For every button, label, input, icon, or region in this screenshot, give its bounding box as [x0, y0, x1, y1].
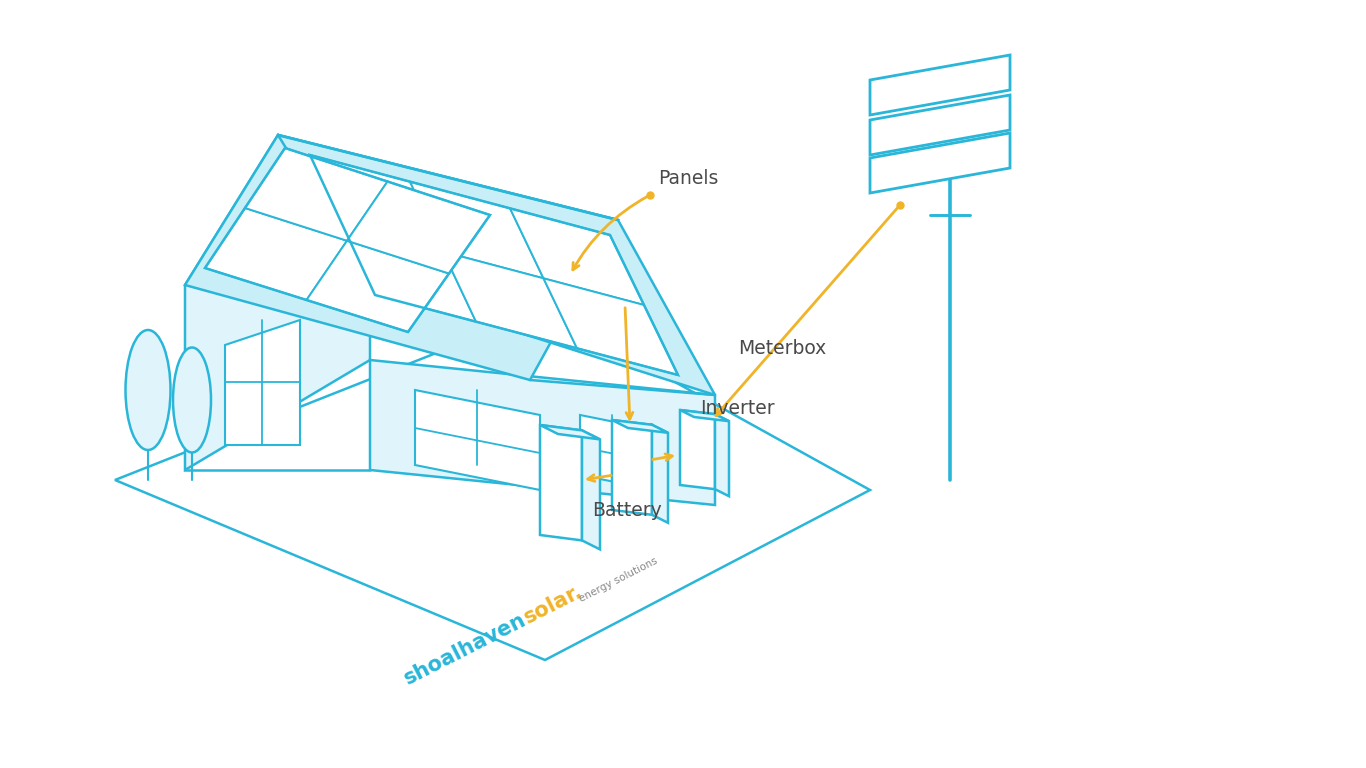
Text: Battery: Battery	[591, 501, 661, 519]
Text: solar.: solar.	[520, 581, 586, 628]
Polygon shape	[540, 425, 582, 541]
Polygon shape	[870, 55, 1009, 115]
Polygon shape	[279, 135, 714, 395]
Polygon shape	[343, 225, 475, 322]
Polygon shape	[870, 133, 1009, 193]
Polygon shape	[652, 425, 668, 523]
Ellipse shape	[173, 347, 210, 452]
Polygon shape	[612, 420, 652, 515]
Ellipse shape	[126, 330, 171, 450]
Polygon shape	[680, 410, 729, 421]
Polygon shape	[510, 208, 643, 305]
Polygon shape	[540, 425, 600, 439]
Polygon shape	[184, 135, 617, 380]
Polygon shape	[714, 414, 729, 496]
Polygon shape	[410, 182, 544, 278]
Polygon shape	[370, 360, 714, 505]
Polygon shape	[544, 278, 678, 375]
Polygon shape	[443, 252, 576, 349]
Polygon shape	[347, 181, 490, 273]
Polygon shape	[870, 95, 1009, 155]
Polygon shape	[225, 320, 301, 445]
Text: energy solutions: energy solutions	[578, 556, 660, 604]
Polygon shape	[205, 208, 347, 300]
Polygon shape	[582, 430, 600, 549]
Polygon shape	[306, 240, 449, 332]
Polygon shape	[415, 390, 540, 490]
Text: Inverter: Inverter	[699, 399, 775, 418]
Polygon shape	[310, 155, 443, 252]
Text: shoalhaven: shoalhaven	[402, 611, 530, 689]
Polygon shape	[612, 420, 668, 433]
Polygon shape	[581, 415, 645, 488]
Text: Meterbox: Meterbox	[738, 339, 826, 357]
Text: Panels: Panels	[658, 168, 719, 187]
Polygon shape	[680, 410, 714, 489]
Polygon shape	[184, 135, 370, 470]
Polygon shape	[245, 148, 388, 240]
